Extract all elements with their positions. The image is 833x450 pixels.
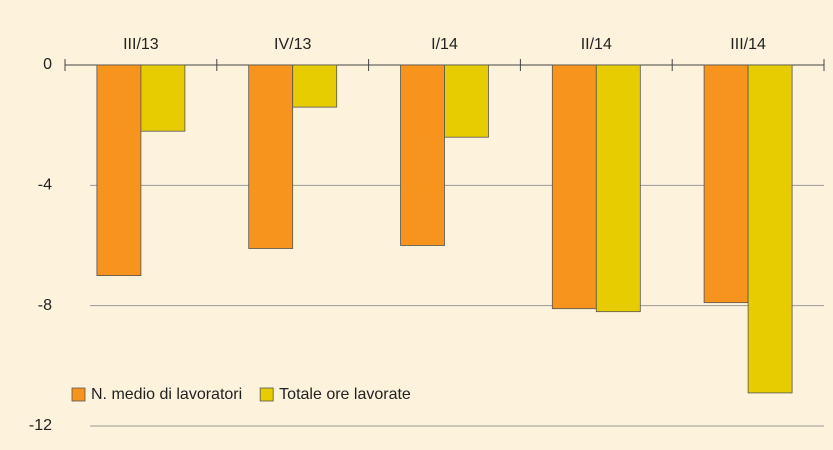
x-tick-label: I/14 [431,36,458,53]
x-tick-label: II/14 [581,36,612,53]
bar [400,64,445,246]
bar [747,64,793,394]
x-tick-label: IV/13 [274,36,311,53]
legend-label: Totale ore lavorate [279,386,411,403]
bar [444,64,489,138]
bar [292,64,338,108]
x-tick-label: III/13 [123,36,159,53]
bar [140,64,186,132]
x-tick-label: III/14 [730,36,766,53]
legend-swatch [259,387,274,402]
bar [551,64,597,310]
y-tick-label: -8 [38,297,52,314]
y-tick-label: -12 [29,417,52,434]
legend-label: N. medio di lavoratori [91,386,242,403]
bar [96,64,142,276]
bar [248,64,294,249]
legend-swatch [71,387,86,402]
y-tick-label: -4 [38,177,52,194]
bar [703,64,749,304]
bar [595,64,641,313]
y-tick-label: 0 [43,56,52,73]
